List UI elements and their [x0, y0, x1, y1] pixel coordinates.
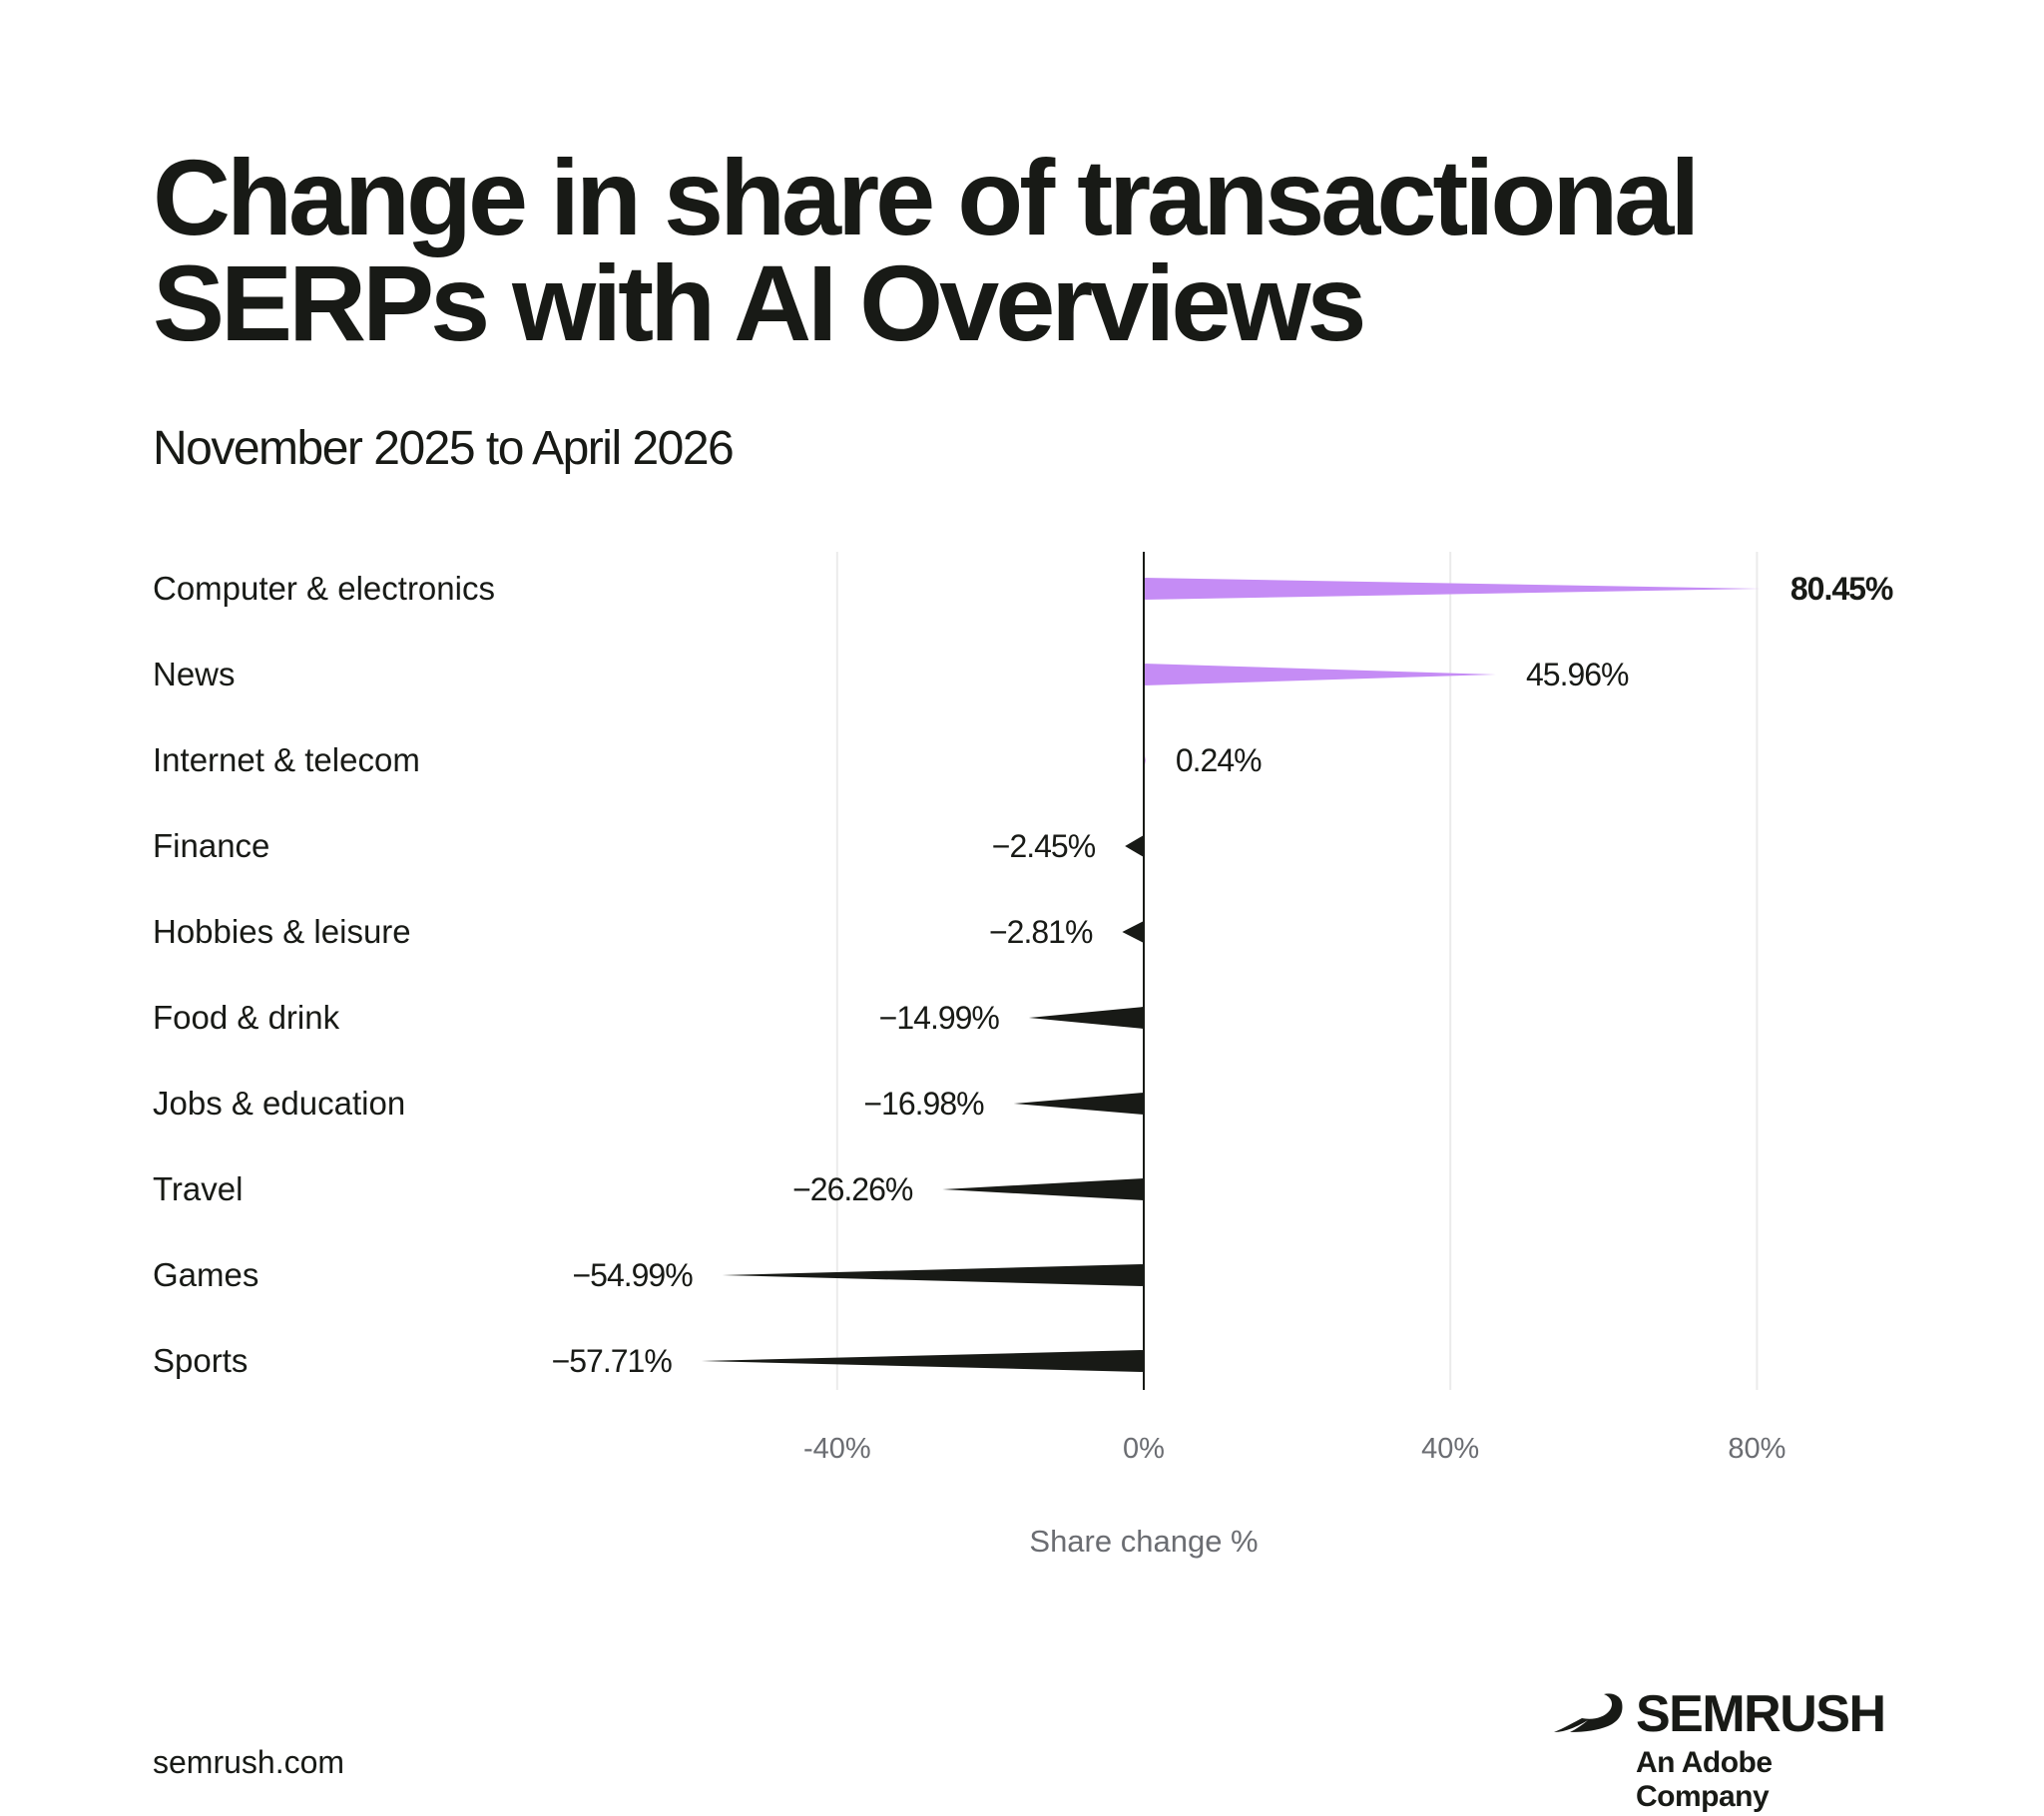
- bar: [722, 1264, 1144, 1286]
- semrush-fireball-icon: [1554, 1693, 1623, 1732]
- data-label: −14.99%: [879, 1000, 1000, 1036]
- bar-chart: Computer & electronics News Internet & tel…: [153, 552, 1894, 1559]
- chart-title: Change in share of transactional SERPs w…: [153, 137, 1700, 363]
- data-label: 80.45%: [1790, 571, 1893, 607]
- bar: [701, 1350, 1144, 1372]
- bar: [1144, 578, 1761, 600]
- category-label: Sports: [153, 1342, 248, 1379]
- data-label: −54.99%: [572, 1257, 693, 1293]
- data-label: −57.71%: [552, 1343, 673, 1379]
- brand-tagline: An Adobe Company: [1636, 1746, 1773, 1813]
- category-label: Games: [153, 1256, 258, 1293]
- category-label: Computer & electronics: [153, 570, 495, 607]
- category-label: Food & drink: [153, 999, 340, 1036]
- data-label: −16.98%: [863, 1086, 984, 1122]
- data-label: −26.26%: [792, 1171, 913, 1207]
- x-tick-label: 80%: [1728, 1433, 1786, 1465]
- category-label: Travel: [153, 1170, 243, 1207]
- data-label: 45.96%: [1526, 657, 1629, 692]
- x-tick-label: 0%: [1123, 1433, 1165, 1465]
- bar: [1144, 664, 1496, 685]
- brand-logo: SEMRUSH An Adobe Company: [1552, 1684, 1911, 1813]
- bar: [1028, 1007, 1144, 1029]
- bars: [701, 578, 1761, 1372]
- brand-name: SEMRUSH: [1636, 1685, 1886, 1743]
- data-label: −2.81%: [989, 914, 1093, 950]
- gridlines: [835, 552, 1759, 1390]
- category-label: Internet & telecom: [153, 741, 420, 778]
- data-label: 0.24%: [1176, 742, 1262, 778]
- category-label: Jobs & education: [153, 1085, 405, 1122]
- bar: [942, 1178, 1144, 1200]
- bar: [1013, 1093, 1144, 1115]
- value-labels: 80.45% 45.96% 0.24% −2.45% −2.81% −14.99% −16.…: [552, 571, 1894, 1379]
- category-label: Finance: [153, 827, 269, 864]
- data-label: −2.45%: [992, 828, 1096, 864]
- bar: [1122, 921, 1144, 943]
- x-axis-title: Share change %: [1029, 1524, 1258, 1559]
- category-labels: Computer & electronics News Internet & tel…: [153, 570, 495, 1379]
- footer-url: semrush.com: [153, 1744, 345, 1780]
- x-tick-label: -40%: [803, 1433, 871, 1465]
- category-label: News: [153, 656, 236, 692]
- x-axis-ticks: -40% 0% 40% 80%: [803, 1433, 1786, 1465]
- chart-subtitle: November 2025 to April 2026: [153, 422, 735, 475]
- category-label: Hobbies & leisure: [153, 913, 411, 950]
- bar: [1125, 835, 1144, 857]
- x-tick-label: 40%: [1421, 1433, 1479, 1465]
